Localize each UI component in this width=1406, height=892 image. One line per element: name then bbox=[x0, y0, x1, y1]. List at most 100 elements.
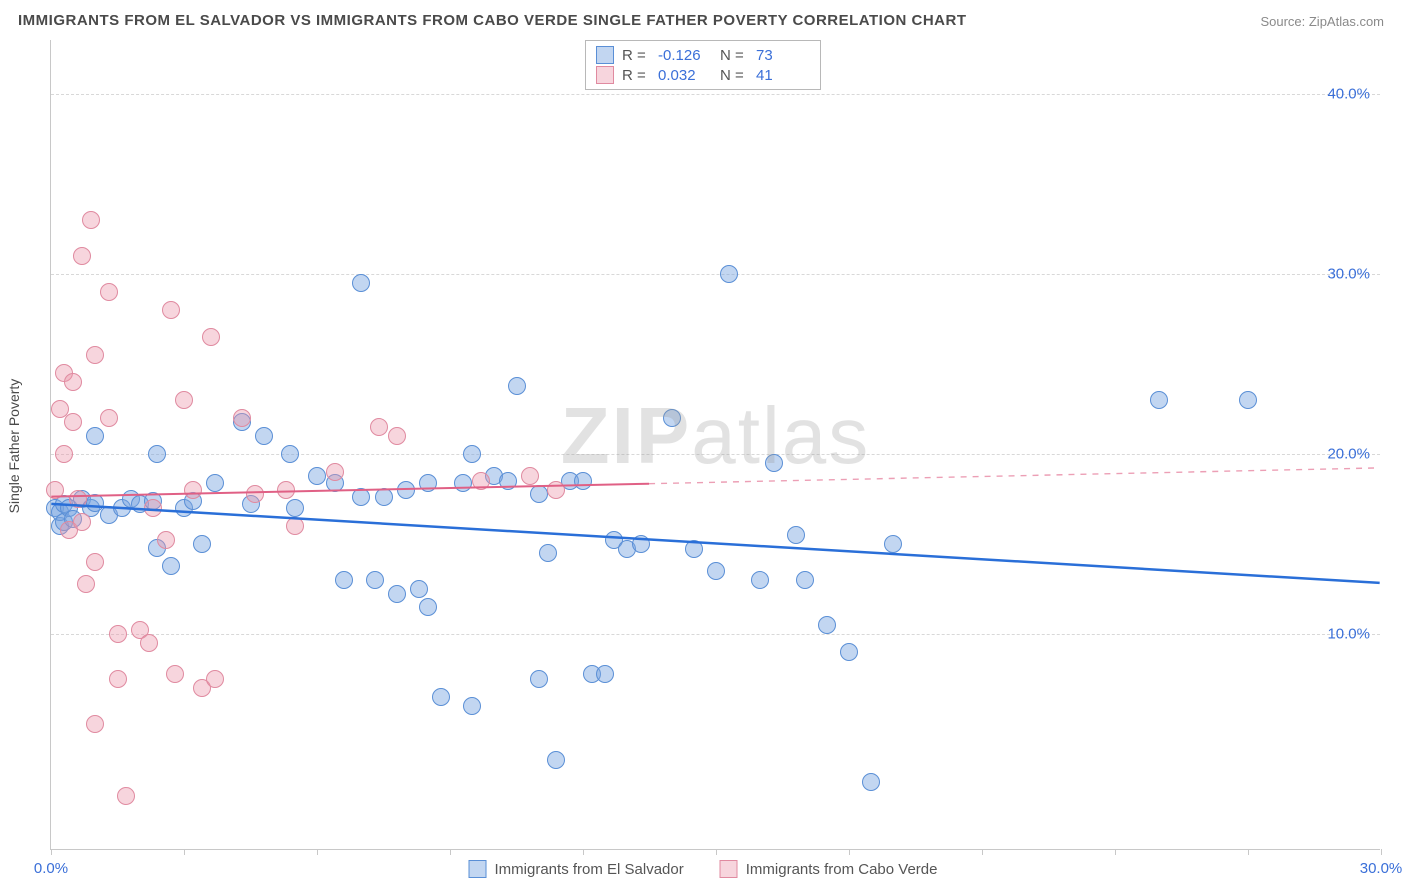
chart-title: IMMIGRANTS FROM EL SALVADOR VS IMMIGRANT… bbox=[18, 12, 967, 29]
data-point bbox=[472, 472, 490, 490]
data-point bbox=[86, 346, 104, 364]
gridline bbox=[51, 274, 1380, 275]
data-point bbox=[862, 773, 880, 791]
legend-swatch bbox=[596, 66, 614, 84]
x-tick bbox=[450, 849, 451, 855]
data-point bbox=[335, 571, 353, 589]
data-point bbox=[109, 670, 127, 688]
data-point bbox=[1239, 391, 1257, 409]
data-point bbox=[140, 634, 158, 652]
legend-swatch bbox=[469, 860, 487, 878]
data-point bbox=[86, 715, 104, 733]
data-point bbox=[685, 540, 703, 558]
data-point bbox=[193, 535, 211, 553]
data-point bbox=[521, 467, 539, 485]
data-point bbox=[73, 247, 91, 265]
data-point bbox=[206, 670, 224, 688]
data-point bbox=[419, 474, 437, 492]
gridline bbox=[51, 94, 1380, 95]
legend-swatch bbox=[596, 46, 614, 64]
data-point bbox=[162, 301, 180, 319]
x-tick bbox=[1248, 849, 1249, 855]
data-point bbox=[375, 488, 393, 506]
data-point bbox=[77, 575, 95, 593]
data-point bbox=[55, 445, 73, 463]
source-label: Source: ZipAtlas.com bbox=[1260, 14, 1384, 29]
data-point bbox=[184, 481, 202, 499]
data-point bbox=[454, 474, 472, 492]
correlation-legend: R =-0.126N =73R =0.032N =41 bbox=[585, 40, 821, 90]
data-point bbox=[530, 670, 548, 688]
data-point bbox=[499, 472, 517, 490]
data-point bbox=[73, 513, 91, 531]
data-point bbox=[632, 535, 650, 553]
x-tick bbox=[1381, 849, 1382, 855]
data-point bbox=[162, 557, 180, 575]
legend-n-label: N = bbox=[720, 47, 748, 64]
data-point bbox=[840, 643, 858, 661]
legend-row: R =-0.126N =73 bbox=[596, 45, 810, 65]
regression-lines bbox=[51, 40, 1380, 849]
data-point bbox=[796, 571, 814, 589]
data-point bbox=[432, 688, 450, 706]
y-tick-label: 30.0% bbox=[1327, 266, 1370, 283]
data-point bbox=[884, 535, 902, 553]
data-point bbox=[308, 467, 326, 485]
data-point bbox=[281, 445, 299, 463]
legend-r-label: R = bbox=[622, 67, 650, 84]
y-tick-label: 10.0% bbox=[1327, 626, 1370, 643]
gridline bbox=[51, 454, 1380, 455]
legend-n-value: 73 bbox=[756, 47, 810, 64]
data-point bbox=[539, 544, 557, 562]
legend-r-value: 0.032 bbox=[658, 67, 712, 84]
data-point bbox=[388, 427, 406, 445]
x-tick bbox=[716, 849, 717, 855]
data-point bbox=[765, 454, 783, 472]
legend-item: Immigrants from El Salvador bbox=[469, 860, 684, 878]
y-tick-label: 20.0% bbox=[1327, 446, 1370, 463]
data-point bbox=[166, 665, 184, 683]
data-point bbox=[277, 481, 295, 499]
data-point bbox=[530, 485, 548, 503]
data-point bbox=[370, 418, 388, 436]
x-tick-label: 0.0% bbox=[34, 860, 68, 877]
data-point bbox=[463, 697, 481, 715]
data-point bbox=[1150, 391, 1168, 409]
legend-n-label: N = bbox=[720, 67, 748, 84]
legend-swatch bbox=[720, 860, 738, 878]
plot-area: ZIPatlas 10.0%20.0%30.0%40.0%0.0%30.0% bbox=[50, 40, 1380, 850]
x-tick bbox=[583, 849, 584, 855]
data-point bbox=[352, 488, 370, 506]
legend-n-value: 41 bbox=[756, 67, 810, 84]
y-tick-label: 40.0% bbox=[1327, 86, 1370, 103]
data-point bbox=[69, 490, 87, 508]
legend-label: Immigrants from El Salvador bbox=[495, 861, 684, 878]
data-point bbox=[100, 283, 118, 301]
data-point bbox=[410, 580, 428, 598]
data-point bbox=[366, 571, 384, 589]
data-point bbox=[144, 499, 162, 517]
data-point bbox=[326, 463, 344, 481]
data-point bbox=[397, 481, 415, 499]
data-point bbox=[286, 499, 304, 517]
x-tick bbox=[982, 849, 983, 855]
data-point bbox=[233, 409, 251, 427]
watermark: ZIPatlas bbox=[561, 389, 870, 481]
x-tick bbox=[317, 849, 318, 855]
data-point bbox=[818, 616, 836, 634]
x-tick bbox=[1115, 849, 1116, 855]
data-point bbox=[148, 445, 166, 463]
data-point bbox=[547, 751, 565, 769]
legend-label: Immigrants from Cabo Verde bbox=[746, 861, 938, 878]
data-point bbox=[246, 485, 264, 503]
data-point bbox=[64, 413, 82, 431]
y-axis-label: Single Father Poverty bbox=[6, 379, 22, 514]
data-point bbox=[202, 328, 220, 346]
legend-r-label: R = bbox=[622, 47, 650, 64]
data-point bbox=[117, 787, 135, 805]
data-point bbox=[663, 409, 681, 427]
data-point bbox=[46, 481, 64, 499]
series-legend: Immigrants from El Salvador Immigrants fr… bbox=[469, 860, 938, 878]
data-point bbox=[787, 526, 805, 544]
data-point bbox=[109, 625, 127, 643]
